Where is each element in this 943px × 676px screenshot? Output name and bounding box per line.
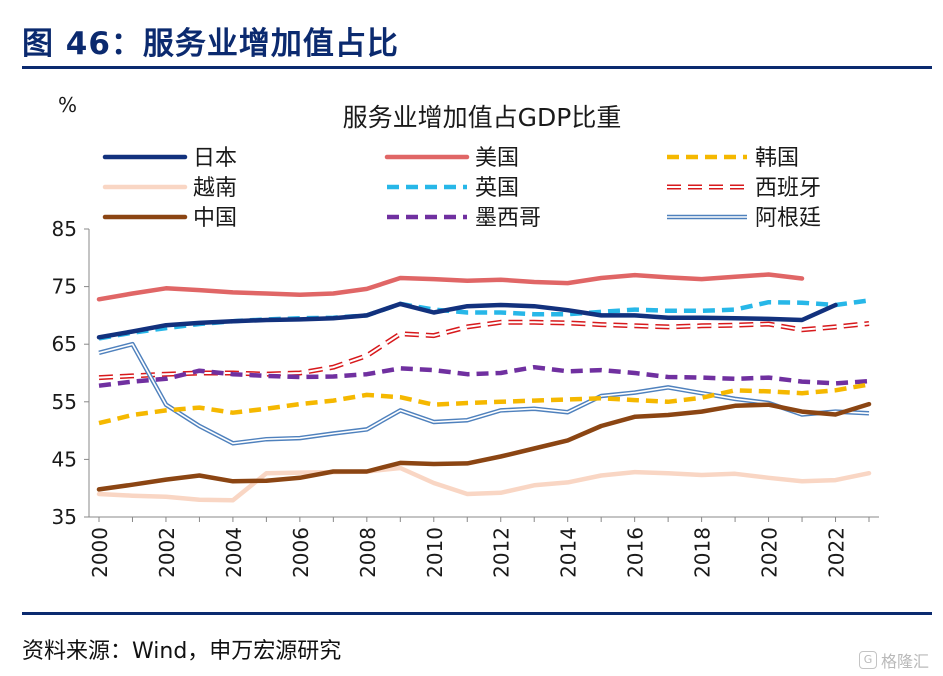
legend-item: 美国 [384,146,519,171]
series-line [96,401,872,492]
legend-label: 中国 [193,206,237,231]
legend-label: 墨西哥 [475,206,541,231]
series-line [96,272,805,302]
y-tick-label: 35 [52,505,77,529]
chart-title: 服务业增加值占GDP比重 [343,103,622,132]
series-日本 [96,301,838,340]
legend-label: 英国 [475,176,519,201]
y-tick-label: 45 [52,447,77,471]
x-tick-label: 2010 [423,527,447,578]
legend-label: 阿根廷 [755,206,821,231]
series-美国 [96,272,805,302]
series-line [98,382,870,426]
series-西班牙 [98,319,870,381]
x-tick-label: 2018 [691,527,715,578]
x-tick-label: 2004 [222,527,246,578]
title-rule [22,66,932,69]
legend-label: 日本 [193,146,237,171]
x-tick-label: 2022 [825,527,849,578]
source-note: 资料来源：Wind，申万宏源研究 [22,639,342,664]
series-line [98,341,870,446]
series-line [98,364,870,388]
series-line [98,319,870,381]
x-tick-label: 2020 [758,527,782,578]
legend-item: 阿根廷 [667,206,821,231]
legend-label: 越南 [193,176,237,201]
series-阿根廷 [98,341,870,446]
footer-rule [22,612,932,615]
legend-item: 墨西哥 [387,206,541,231]
series-line-inner [98,343,870,445]
y-axis-unit: % [58,93,77,117]
series-line [98,298,870,341]
series-中国 [96,401,872,492]
legend-item: 越南 [102,176,237,201]
figure-title: 图 46：服务业增加值占比 [22,26,399,62]
axes: 35 45 55 65 75 85 2000 2002 2004 2006 2008 2010 2012… [52,217,879,578]
series-line-inner [98,321,870,379]
series-line [96,301,838,340]
x-tick-label: 2012 [490,527,514,578]
y-tick-label: 75 [52,275,77,299]
legend-label: 美国 [475,146,519,171]
legend-item: 韩国 [667,146,799,171]
legend-item: 英国 [387,176,519,201]
watermark: G 格隆汇 [858,648,929,672]
series-墨西哥 [98,364,870,388]
y-tick-label: 55 [52,390,77,414]
legend-label: 西班牙 [755,176,821,201]
y-tick-label: 85 [52,217,77,241]
series-韩国 [98,382,870,426]
x-tick-label: 2006 [289,527,313,578]
y-tick-label: 65 [52,332,77,356]
x-tick-label: 2014 [557,527,581,578]
series-英国 [98,298,870,341]
legend-label: 韩国 [755,146,799,171]
x-tick-label: 2002 [155,527,179,578]
x-tick-label: 2016 [624,527,648,578]
watermark-text: 格隆汇 [880,652,929,671]
series-line [96,465,872,503]
watermark-logo-icon: G [858,651,877,669]
legend-item: 西班牙 [667,176,821,201]
plot-area [96,272,872,503]
series-越南 [96,465,872,503]
legend-item: 中国 [102,206,237,231]
x-tick-label: 2008 [356,527,380,578]
x-tick-label: 2000 [88,527,112,578]
legend-item: 日本 [102,146,237,171]
